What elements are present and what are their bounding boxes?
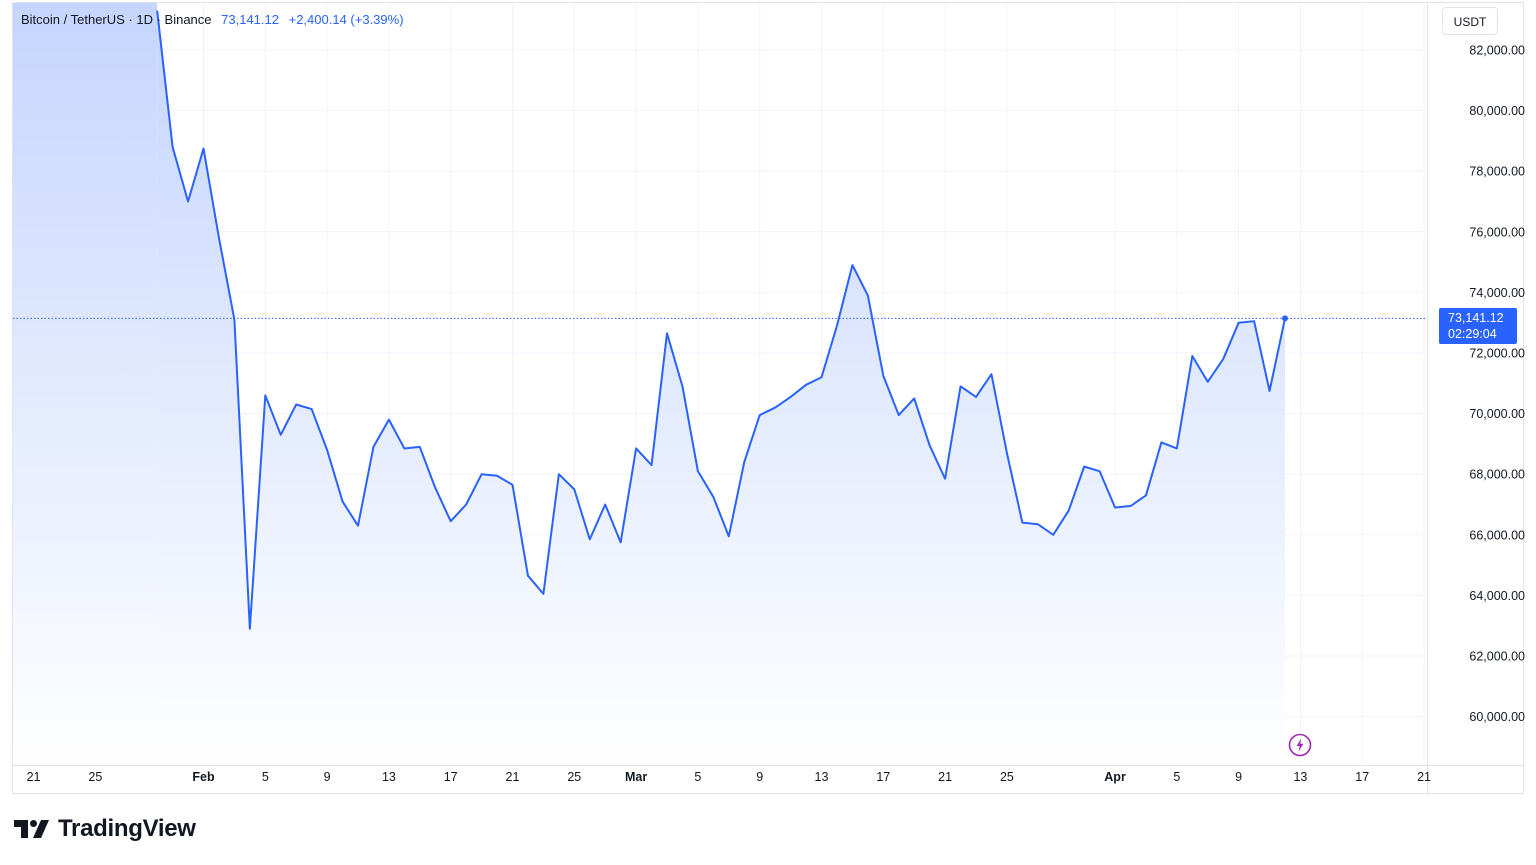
lightning-icon[interactable] <box>1288 733 1312 757</box>
x-tick-label: 9 <box>756 770 763 784</box>
x-tick-label: 5 <box>1173 770 1180 784</box>
y-tick-label: 82,000.00 <box>1469 44 1525 58</box>
price-area-fill-left <box>13 3 158 765</box>
x-tick-label: 9 <box>1235 770 1242 784</box>
price-chart[interactable]: 82,000.00 80,000.00 78,000.00 76,000.00 74,0… <box>13 3 1525 795</box>
tradingview-brand[interactable]: TradingView <box>14 815 196 843</box>
currency-button[interactable]: USDT <box>1442 7 1498 35</box>
y-tick-label: 60,000.00 <box>1469 710 1525 724</box>
y-tick-label: 68,000.00 <box>1469 468 1525 482</box>
last-price-label: 73,141.12 <box>1448 311 1504 325</box>
price-axis[interactable]: 82,000.00 80,000.00 78,000.00 76,000.00 74,0… <box>1469 44 1525 725</box>
x-tick-label: 17 <box>876 770 890 784</box>
x-tick-label: 13 <box>382 770 396 784</box>
x-tick-label: 25 <box>88 770 102 784</box>
x-tick-label: 21 <box>1417 770 1431 784</box>
x-tick-label: 21 <box>938 770 952 784</box>
x-tick-label: 17 <box>1355 770 1369 784</box>
legend-change: +2,400.14 (+3.39%) <box>288 12 404 27</box>
y-tick-label: 74,000.00 <box>1469 286 1525 300</box>
price-area-fill <box>157 10 1285 765</box>
legend-last-price: 73,141.12 <box>221 12 279 27</box>
symbol-title[interactable]: Bitcoin / TetherUS · 1D · Binance <box>21 12 212 27</box>
y-tick-label: 72,000.00 <box>1469 347 1525 361</box>
x-tick-label: 13 <box>1293 770 1307 784</box>
y-tick-label: 70,000.00 <box>1469 407 1525 421</box>
chart-panel[interactable]: 82,000.00 80,000.00 78,000.00 76,000.00 74,0… <box>12 2 1525 795</box>
y-tick-label: 64,000.00 <box>1469 589 1525 603</box>
symbol-legend[interactable]: Bitcoin / TetherUS · 1D · Binance 73,141… <box>21 12 404 27</box>
last-price-tag: 73,141.12 02:29:04 <box>1439 308 1517 344</box>
x-tick-label: 25 <box>1000 770 1014 784</box>
countdown-label: 02:29:04 <box>1448 327 1497 341</box>
x-tick-label: 17 <box>444 770 458 784</box>
y-tick-label: 78,000.00 <box>1469 165 1525 179</box>
y-tick-label: 62,000.00 <box>1469 650 1525 664</box>
x-tick-label: Feb <box>192 770 215 784</box>
x-tick-label: 21 <box>506 770 520 784</box>
brand-name: TradingView <box>58 815 196 842</box>
x-tick-label: 9 <box>324 770 331 784</box>
price-series-line <box>156 10 1286 630</box>
x-tick-label: 25 <box>567 770 581 784</box>
time-axis[interactable]: 21 25 Feb 5 9 13 17 21 25 Mar 5 9 13 17 21 25 Apr 5 9 13 17 2… <box>27 770 1431 784</box>
x-tick-label: 5 <box>694 770 701 784</box>
x-tick-label: 21 <box>27 770 41 784</box>
price-line <box>13 10 1427 630</box>
tradingview-logo-icon <box>14 820 49 838</box>
x-tick-label: Mar <box>625 770 647 784</box>
x-tick-label: 13 <box>815 770 829 784</box>
y-tick-label: 66,000.00 <box>1469 528 1525 542</box>
x-tick-label: Apr <box>1104 770 1126 784</box>
y-tick-label: 76,000.00 <box>1469 225 1525 239</box>
price-area <box>13 3 1285 765</box>
y-tick-label: 80,000.00 <box>1469 104 1525 118</box>
last-price-dot <box>1282 315 1288 322</box>
x-tick-label: 5 <box>262 770 269 784</box>
